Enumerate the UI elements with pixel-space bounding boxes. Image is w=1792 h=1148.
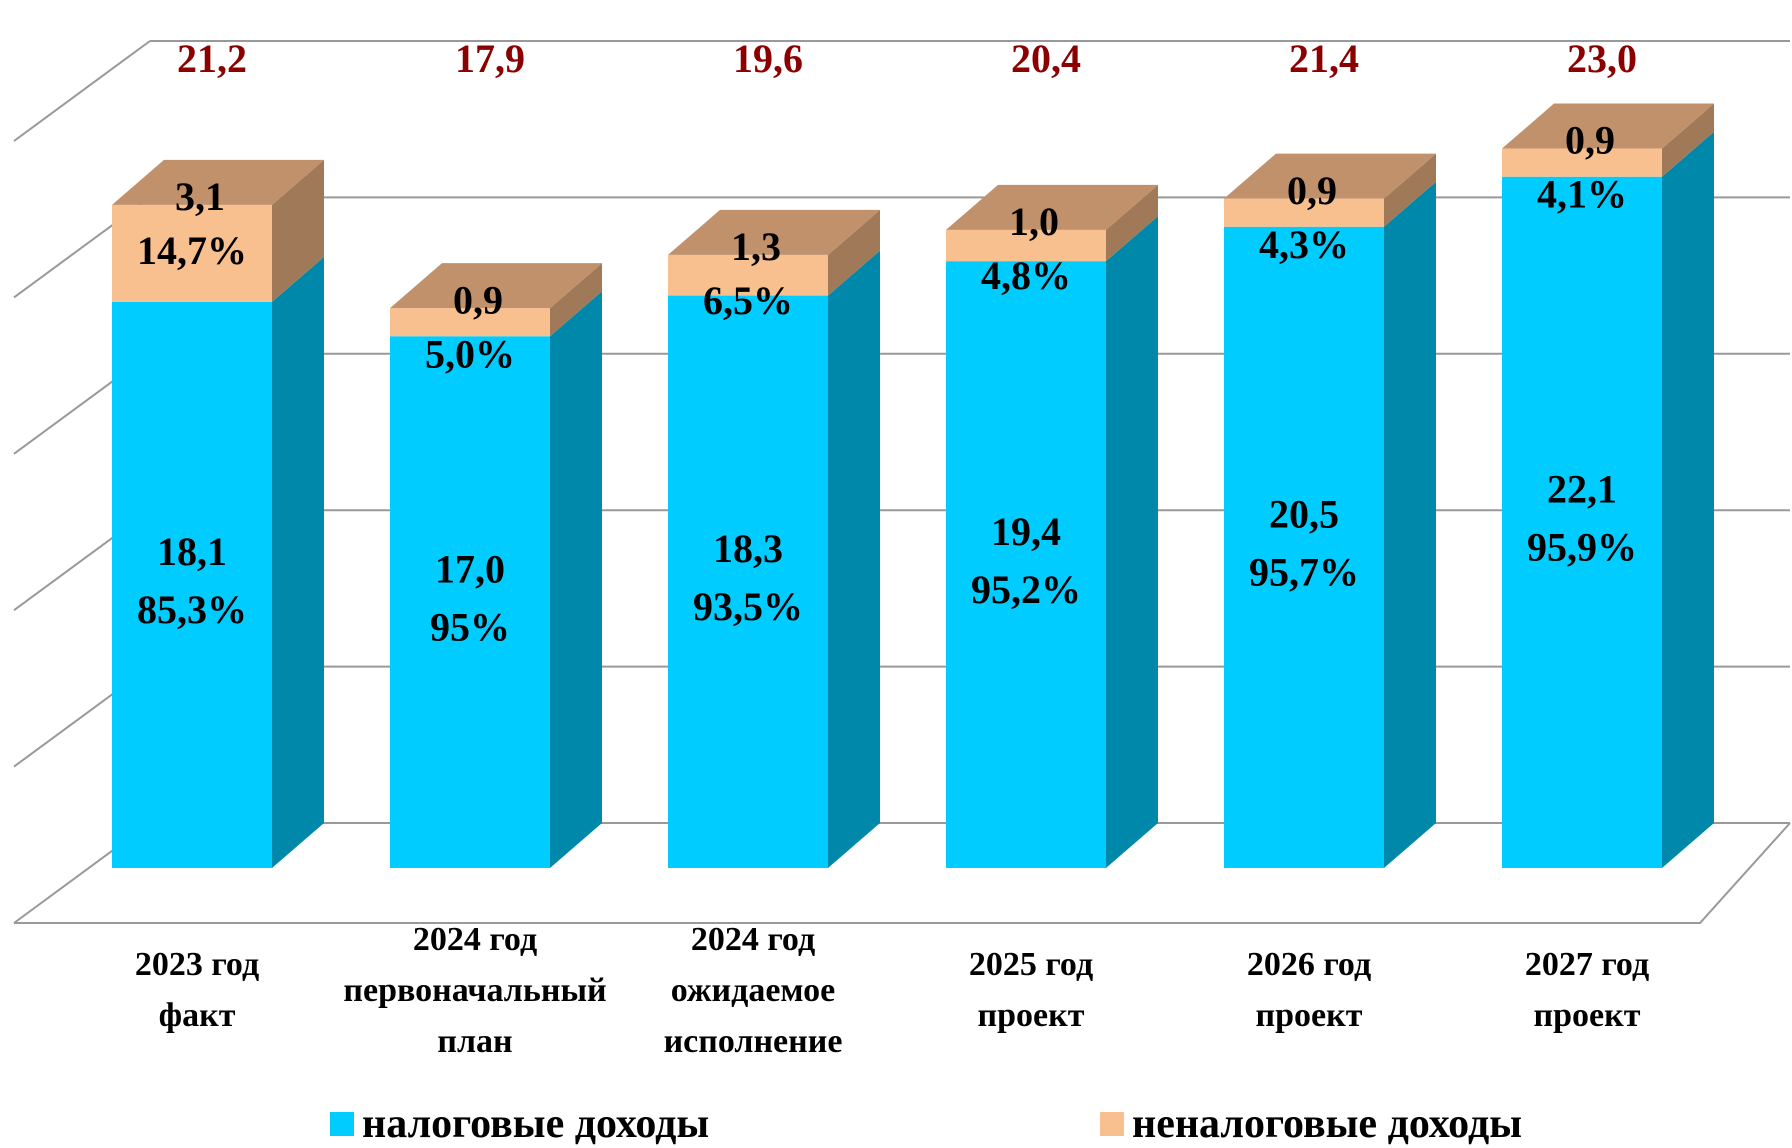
bar-side [1384,181,1436,868]
bar-side [828,250,880,869]
data-label: 19,4 [991,509,1061,554]
bar-top [668,209,880,255]
bar-side [272,159,324,302]
legend-item: налоговые доходы [330,1100,709,1148]
x-tick-label: 2024 год ожидаемое исполнение [663,920,843,1060]
bar [668,295,828,868]
share-label: 6,5% [703,278,793,323]
legend-label: неналоговые доходы [1132,1101,1522,1147]
total-label: 17,9 [455,36,525,81]
share-label: 14,7% [137,228,247,273]
bar-top [1502,103,1714,149]
total-label: 21,4 [1289,36,1359,81]
bar [112,204,272,302]
share-label: 95% [430,604,510,649]
bar-top [112,159,324,205]
bar-top [390,263,602,309]
legend-label: налоговые доходы [362,1101,710,1147]
bar [112,301,272,868]
bar-side [828,209,880,296]
share-label: 95,9% [1527,525,1637,570]
bar [390,336,550,868]
bar [1502,148,1662,177]
data-label: 20,5 [1269,492,1339,537]
share-label: 4,8% [981,253,1071,298]
data-label: 1,3 [731,224,781,269]
legend-swatch [330,1112,354,1136]
bar-side [1106,184,1158,262]
side-wall-line [13,40,151,142]
total-label: 20,4 [1011,36,1081,81]
bar [1502,176,1662,868]
share-label: 5,0% [425,331,515,376]
data-label: 0,9 [1565,118,1615,163]
x-tick-label: 2027 год проект [1524,946,1650,1034]
data-label: 17,0 [435,546,505,591]
total-label: 19,6 [733,36,803,81]
data-label: 18,3 [713,526,783,571]
bar-side [1662,131,1714,868]
total-label: 23,0 [1567,36,1637,81]
bar [390,308,550,337]
bar-side [550,263,602,337]
total-label: 21,2 [177,36,247,81]
bar [1224,226,1384,868]
bar-top [946,184,1158,230]
x-tick-label: 2026 год проект [1246,946,1372,1034]
data-label: 0,9 [1287,168,1337,213]
floor [14,822,1791,924]
bar-side [272,256,324,868]
data-label: 18,1 [157,529,227,574]
data-label: 0,9 [453,277,503,322]
share-label: 85,3% [137,587,247,632]
x-tick-label: 2023 год факт [134,946,260,1034]
bar-top [1224,153,1436,199]
data-label: 22,1 [1547,467,1617,512]
bar [668,254,828,296]
bar-side [1384,153,1436,227]
data-label: 3,1 [175,174,225,219]
bar [946,261,1106,869]
bar [946,229,1106,262]
data-label: 1,0 [1009,199,1059,244]
bar [1224,198,1384,227]
bar-side [1662,103,1714,177]
x-tick-label: 2024 год первоначальный план [343,920,607,1060]
share-label: 95,7% [1249,550,1359,595]
x-tick-label: 2025 год проект [968,946,1094,1034]
legend-item: неналоговые доходы [1100,1100,1522,1148]
share-label: 93,5% [693,584,803,629]
share-label: 4,1% [1537,172,1627,217]
share-label: 95,2% [971,567,1081,612]
legend-swatch [1100,1112,1124,1136]
bar-side [550,291,602,868]
share-label: 4,3% [1259,222,1349,267]
bar-side [1106,216,1158,869]
